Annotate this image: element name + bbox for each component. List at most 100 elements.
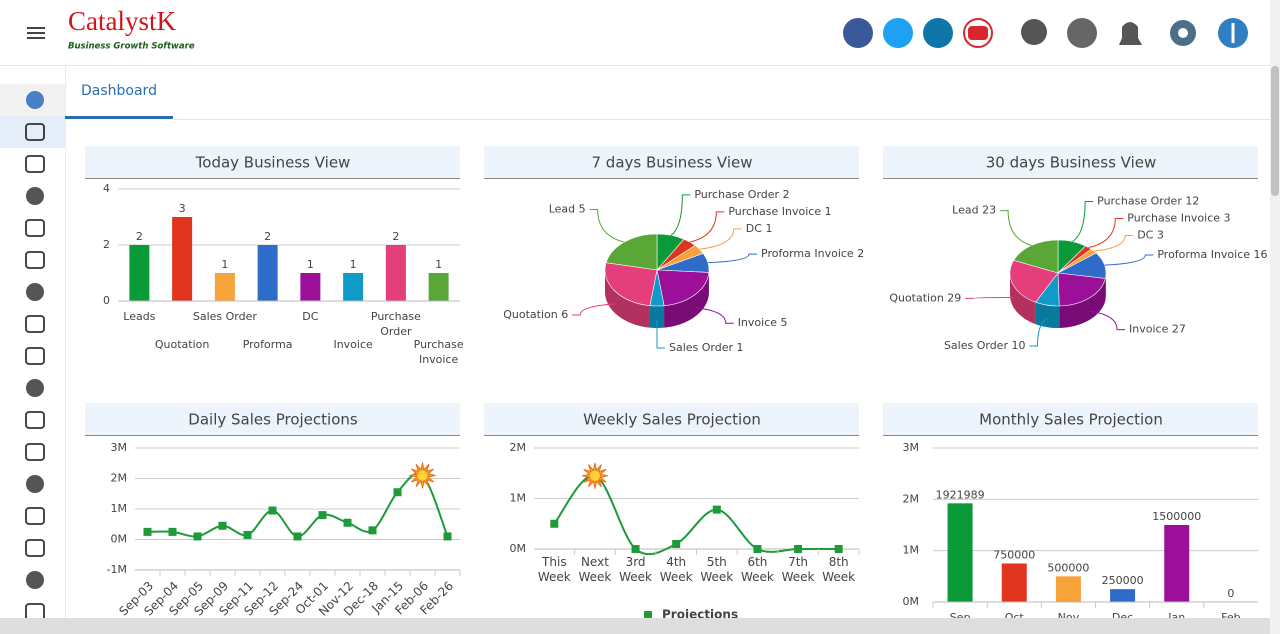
menu-icon <box>25 411 45 429</box>
slice-shade <box>605 270 650 328</box>
y-tick-label: 0M <box>903 595 920 608</box>
marker <box>143 527 152 536</box>
bar <box>1055 576 1081 602</box>
value-label: 1 <box>435 258 442 271</box>
slice-value: 1 <box>737 341 744 354</box>
slice-shade <box>1035 302 1060 328</box>
slice <box>1009 259 1059 303</box>
home-icon <box>26 91 44 109</box>
slice-label: Sales Order 1 <box>669 341 744 354</box>
bar <box>129 245 150 301</box>
legend-swatch <box>644 611 652 619</box>
leader-line <box>707 253 758 264</box>
slice-shade <box>649 305 665 328</box>
sidebar <box>25 91 45 621</box>
marker <box>368 526 377 535</box>
sidebar-active-row <box>0 116 65 148</box>
marker <box>672 539 681 548</box>
slice-value: 1 <box>825 205 832 218</box>
value-label: 1500000 <box>1152 510 1201 523</box>
logo[interactable]: CatalystK <box>68 6 176 36</box>
slice-side <box>649 305 665 328</box>
y-tick-label: 0M <box>111 533 128 546</box>
panel-title: Daily Sales Projections <box>188 411 358 429</box>
menu-button[interactable] <box>27 27 45 39</box>
tab[interactable]: Dashboard <box>81 83 157 99</box>
y-tick-label: 3M <box>903 441 920 454</box>
slice <box>604 262 658 306</box>
marker <box>243 530 252 539</box>
menu-icon <box>26 283 44 301</box>
value-label: 1921989 <box>936 488 985 501</box>
slice <box>656 269 710 306</box>
menu-icon <box>26 379 44 397</box>
slice-label: Proforma Invoice 2 <box>761 247 864 260</box>
slice-name: Purchase Order <box>1097 194 1182 207</box>
x-tick-label-box: 3rd Week <box>619 555 652 584</box>
slice-label: Purchase Order 12 <box>1097 194 1199 207</box>
slice-label: Quotation 6 <box>503 308 568 321</box>
x-tick-label: 8th Week <box>822 555 856 584</box>
help-icon[interactable] <box>1021 19 1047 45</box>
twitter-icon[interactable] <box>883 18 913 48</box>
settings-hole <box>1178 28 1188 38</box>
bar <box>172 217 193 301</box>
slice-label: Lead 5 <box>549 202 586 215</box>
bar <box>1164 525 1190 602</box>
x-tick-label: Quotation <box>154 338 210 351</box>
x-tick-label: DC <box>302 310 319 323</box>
marker <box>293 532 302 541</box>
y-tick-label: -1M <box>107 563 127 576</box>
slice-name: Proforma Invoice <box>761 247 854 260</box>
marker <box>794 545 803 553</box>
slice-name: Purchase Invoice <box>728 205 821 218</box>
x-tick-label-box: This Week <box>538 555 571 584</box>
marker <box>168 527 177 536</box>
bar <box>257 245 278 301</box>
slice-name: Sales Order <box>944 339 1009 352</box>
leader-line <box>589 208 625 243</box>
leader-line <box>670 194 691 236</box>
marker <box>193 532 202 541</box>
linkedin-icon[interactable] <box>923 18 953 48</box>
slice-name: Quotation <box>889 291 944 304</box>
y-tick-label: 2M <box>510 441 527 454</box>
x-tick-label-box: Purchase Order <box>371 310 421 338</box>
x-tick-label-box: Invoice <box>333 338 372 351</box>
value-label: 2 <box>392 230 399 243</box>
phone-icon[interactable] <box>1067 18 1097 48</box>
y-tick-label: 4 <box>103 182 110 195</box>
slice-shade <box>1010 273 1036 325</box>
slice-side <box>1059 278 1106 328</box>
leader-line <box>1029 317 1048 347</box>
slice-value: 5 <box>781 316 788 329</box>
panel-title: 30 days Business View <box>986 154 1157 172</box>
facebook-icon[interactable] <box>843 18 873 48</box>
power-glyph <box>1231 23 1235 43</box>
slice-shade <box>1059 278 1106 328</box>
slice-label: Lead 23 <box>952 204 996 217</box>
slice-name: Purchase Invoice <box>1127 211 1220 224</box>
value-label: 3 <box>179 202 186 215</box>
menu-icon <box>25 539 45 557</box>
value-label: 1 <box>307 258 314 271</box>
highlight-core <box>417 470 428 481</box>
menu-bar <box>27 37 45 39</box>
bell-icon[interactable] <box>1119 22 1142 45</box>
x-tick-label: 3rd Week <box>619 555 652 584</box>
x-tick-label-box: 6th Week <box>741 555 774 584</box>
slice <box>605 233 658 271</box>
panel-header <box>883 146 1258 178</box>
youtube-glyph <box>968 26 988 40</box>
horizontal-scrollbar[interactable] <box>0 618 1270 634</box>
menu-icon <box>25 155 45 173</box>
scroll-thumb[interactable] <box>1271 66 1279 196</box>
slice-value: 29 <box>947 291 961 304</box>
menu-icon <box>25 507 45 525</box>
marker <box>343 518 352 527</box>
slice-side <box>664 272 709 328</box>
slice-name: DC <box>746 222 762 235</box>
x-tick-label-box: 7th Week <box>781 555 815 584</box>
x-tick-label: 7th Week <box>781 555 815 584</box>
vertical-scrollbar[interactable] <box>1270 0 1280 634</box>
